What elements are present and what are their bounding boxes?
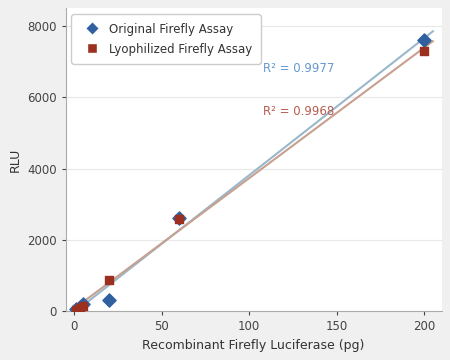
Point [72, 306, 80, 312]
Text: R² = 0.9977: R² = 0.9977 [263, 62, 335, 76]
Point [176, 216, 183, 222]
Point [80, 301, 87, 307]
Y-axis label: RLU: RLU [9, 148, 21, 172]
Point [421, 37, 428, 43]
Text: R² = 0.9968: R² = 0.9968 [263, 105, 334, 118]
Point [176, 215, 183, 221]
Point [106, 297, 113, 302]
Point [106, 277, 113, 283]
Point [421, 48, 428, 54]
Point [76, 305, 83, 311]
Legend: Original Firefly Assay, Lyophilized Firefly Assay: Original Firefly Assay, Lyophilized Fire… [72, 14, 261, 64]
Point [80, 303, 87, 309]
Point [76, 304, 83, 310]
Point [72, 307, 80, 313]
X-axis label: Recombinant Firefly Luciferase (pg): Recombinant Firefly Luciferase (pg) [142, 339, 365, 352]
